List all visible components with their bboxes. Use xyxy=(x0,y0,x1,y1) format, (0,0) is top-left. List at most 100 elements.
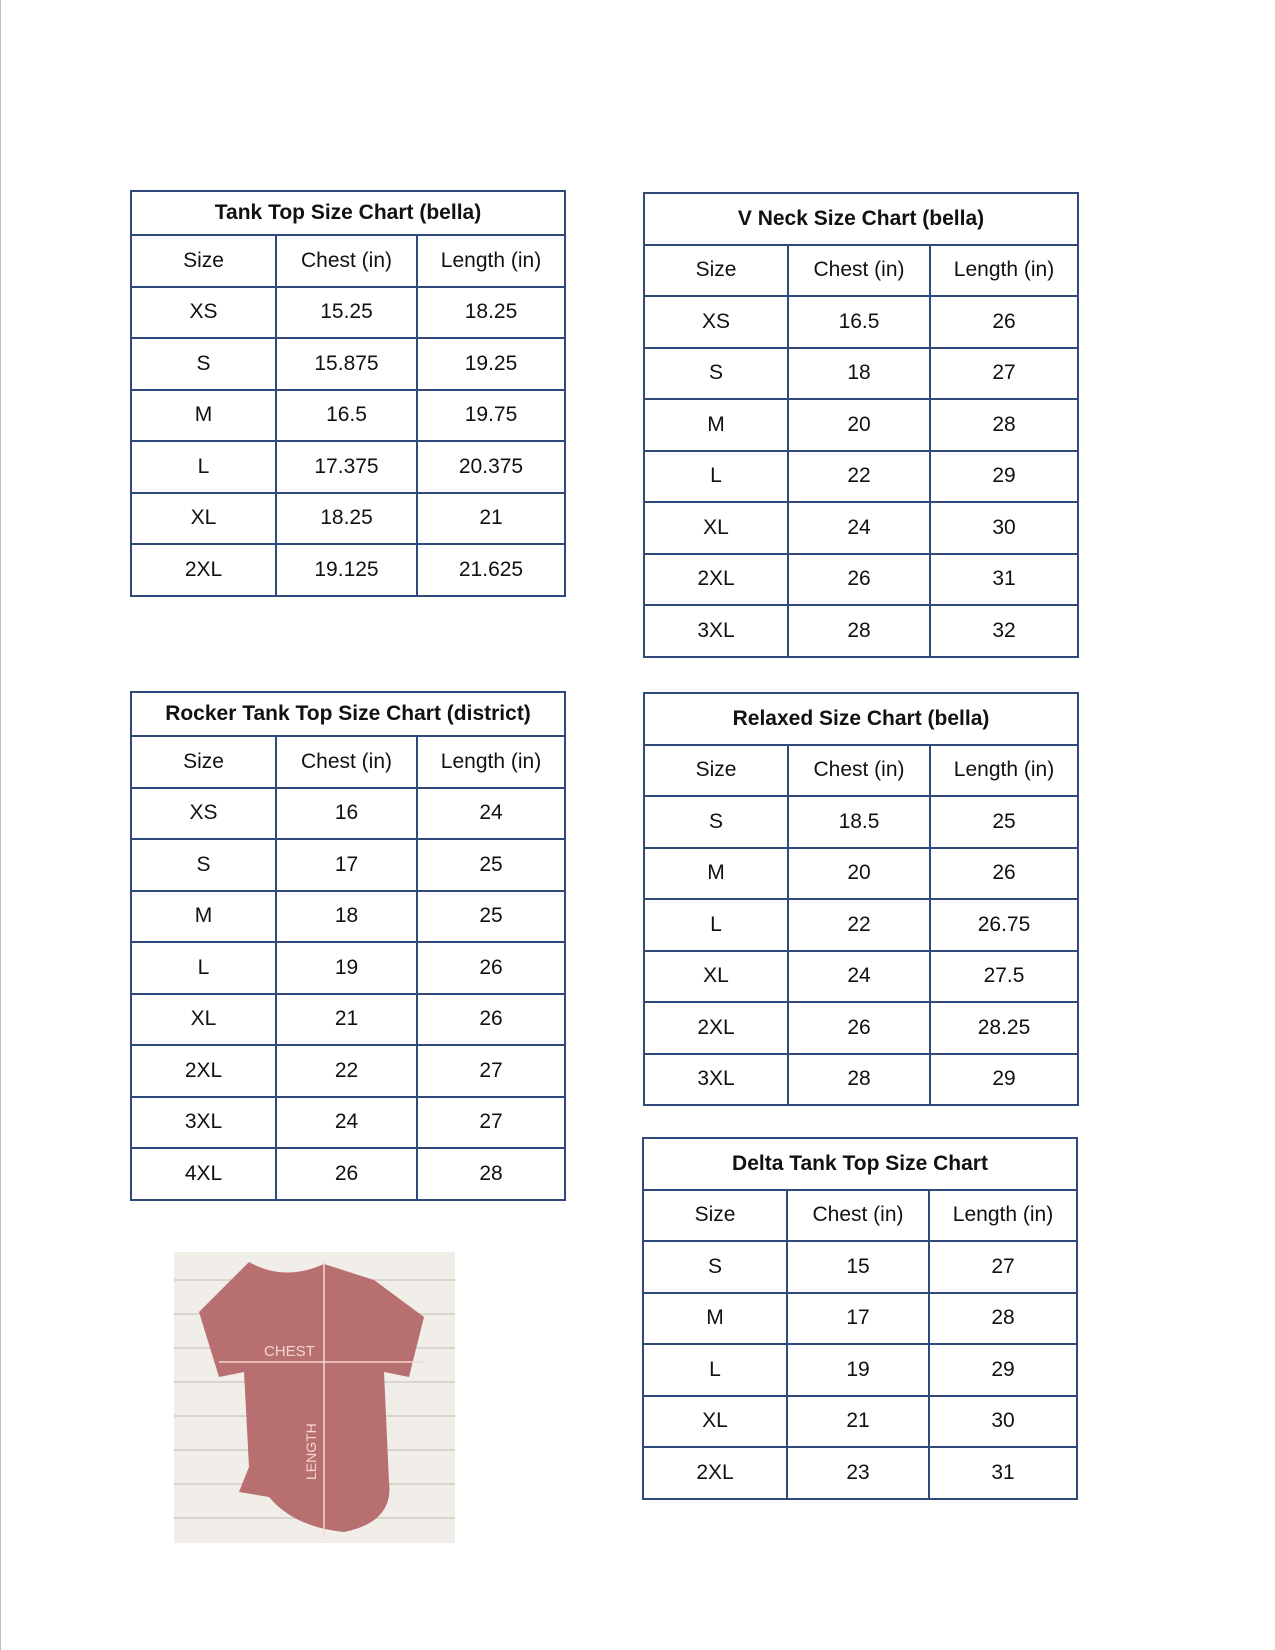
table-row: XS 16 24 xyxy=(130,786,566,840)
table-cell: 20 xyxy=(787,398,931,452)
header-row: Size Chest (in) Length (in) xyxy=(643,243,1079,297)
table-row: 2XL 19.125 21.625 xyxy=(130,543,566,597)
table-cell: L xyxy=(643,898,789,952)
table-row: M 20 26 xyxy=(643,846,1079,900)
column-header: Size xyxy=(643,243,789,297)
table-cell: 28.25 xyxy=(929,1001,1079,1055)
table-row: S 17 25 xyxy=(130,838,566,892)
table-row: M 16.5 19.75 xyxy=(130,388,566,442)
table-cell: 18.25 xyxy=(416,285,566,339)
table-row: 2XL 23 31 xyxy=(642,1446,1078,1500)
table-cell: M xyxy=(643,398,789,452)
table-cell: M xyxy=(642,1291,788,1345)
table-cell: XL xyxy=(643,949,789,1003)
table-cell: 19.125 xyxy=(275,543,418,597)
table-cell: 25 xyxy=(929,795,1079,849)
table-row: XL 24 30 xyxy=(643,501,1079,555)
table-cell: 15.25 xyxy=(275,285,418,339)
table-cell: 18.25 xyxy=(275,491,418,545)
table-cell: 27.5 xyxy=(929,949,1079,1003)
table-cell: 19 xyxy=(275,941,418,995)
table-cell: 32 xyxy=(929,604,1079,658)
table-cell: 26 xyxy=(787,1001,931,1055)
table-cell: 28 xyxy=(928,1291,1078,1345)
v-neck-size-table: V Neck Size Chart (bella) Size Chest (in) L… xyxy=(643,192,1079,658)
table-title: V Neck Size Chart (bella) xyxy=(643,192,1079,246)
table-cell: XL xyxy=(642,1394,788,1448)
table-row: M 20 28 xyxy=(643,398,1079,452)
table-cell: 19.75 xyxy=(416,388,566,442)
table-title: Relaxed Size Chart (bella) xyxy=(643,692,1079,746)
table-row: S 18 27 xyxy=(643,346,1079,400)
table-row: L 19 26 xyxy=(130,941,566,995)
table-cell: 2XL xyxy=(643,552,789,606)
table-cell: 28 xyxy=(929,398,1079,452)
table-cell: 22 xyxy=(275,1044,418,1098)
table-cell: 24 xyxy=(275,1095,418,1149)
table-cell: 30 xyxy=(929,501,1079,555)
delta-tank-size-table: Delta Tank Top Size Chart Size Chest (in) L… xyxy=(642,1137,1078,1500)
table-cell: 16 xyxy=(275,786,418,840)
table-cell: 24 xyxy=(787,949,931,1003)
table-cell: 26 xyxy=(787,552,931,606)
table-cell: 17 xyxy=(786,1291,930,1345)
table-cell: M xyxy=(643,846,789,900)
table-cell: 17 xyxy=(275,838,418,892)
table-row: S 15.875 19.25 xyxy=(130,337,566,391)
column-header: Size xyxy=(642,1188,788,1242)
table-cell: S xyxy=(130,838,277,892)
table-cell: 19.25 xyxy=(416,337,566,391)
table-cell: XL xyxy=(130,491,277,545)
table-cell: 27 xyxy=(416,1044,566,1098)
table-cell: 18 xyxy=(275,889,418,943)
table-cell: 19 xyxy=(786,1343,930,1397)
table-cell: 26 xyxy=(929,846,1079,900)
table-row: M 17 28 xyxy=(642,1291,1078,1345)
table-cell: XS xyxy=(130,786,277,840)
table-cell: M xyxy=(130,889,277,943)
table-row: L 22 26.75 xyxy=(643,898,1079,952)
rocker-tank-size-table: Rocker Tank Top Size Chart (district) Siz… xyxy=(130,691,566,1201)
table-cell: 27 xyxy=(928,1240,1078,1294)
table-cell: 20 xyxy=(787,846,931,900)
table-cell: XL xyxy=(130,992,277,1046)
table-cell: 22 xyxy=(787,898,931,952)
table-cell: 16.5 xyxy=(275,388,418,442)
tank-top-size-table: Tank Top Size Chart (bella) Size Chest (in… xyxy=(130,190,566,597)
table-cell: 29 xyxy=(929,1052,1079,1106)
table-cell: 20.375 xyxy=(416,440,566,494)
table-row: 3XL 28 29 xyxy=(643,1052,1079,1106)
table-row: 2XL 26 31 xyxy=(643,552,1079,606)
column-header: Length (in) xyxy=(416,234,566,288)
table-row: XL 18.25 21 xyxy=(130,491,566,545)
table-cell: 31 xyxy=(928,1446,1078,1500)
table-row: M 18 25 xyxy=(130,889,566,943)
table-row: XS 15.25 18.25 xyxy=(130,285,566,339)
table-cell: 2XL xyxy=(130,1044,277,1098)
column-header: Chest (in) xyxy=(787,743,931,797)
table-cell: 26 xyxy=(275,1147,418,1201)
table-cell: 2XL xyxy=(643,1001,789,1055)
column-header: Size xyxy=(643,743,789,797)
table-row: XS 16.5 26 xyxy=(643,295,1079,349)
table-cell: 28 xyxy=(787,1052,931,1106)
table-cell: 24 xyxy=(416,786,566,840)
column-header: Length (in) xyxy=(928,1188,1078,1242)
table-cell: 27 xyxy=(416,1095,566,1149)
table-cell: 17.375 xyxy=(275,440,418,494)
table-cell: L xyxy=(643,449,789,503)
table-cell: XS xyxy=(130,285,277,339)
table-cell: 15.875 xyxy=(275,337,418,391)
table-cell: 3XL xyxy=(130,1095,277,1149)
table-title: Delta Tank Top Size Chart xyxy=(642,1137,1078,1191)
table-cell: 2XL xyxy=(130,543,277,597)
table-cell: 21 xyxy=(275,992,418,1046)
table-cell: 21.625 xyxy=(416,543,566,597)
table-cell: 3XL xyxy=(643,604,789,658)
relaxed-size-table: Relaxed Size Chart (bella) Size Chest (in)… xyxy=(643,692,1079,1106)
table-row: 2XL 26 28.25 xyxy=(643,1001,1079,1055)
table-cell: 22 xyxy=(787,449,931,503)
table-cell: 23 xyxy=(786,1446,930,1500)
table-cell: 24 xyxy=(787,501,931,555)
column-header: Chest (in) xyxy=(787,243,931,297)
